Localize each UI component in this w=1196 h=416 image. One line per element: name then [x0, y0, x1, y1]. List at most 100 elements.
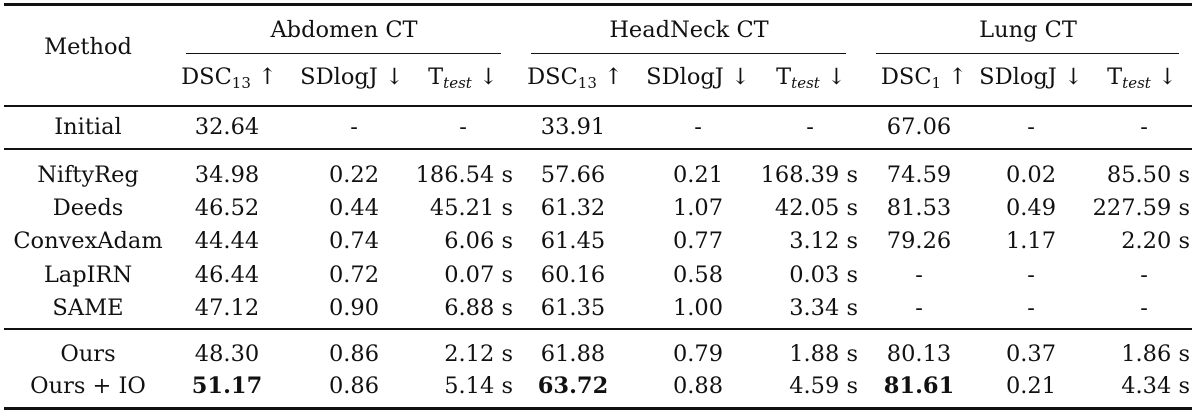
column-header: DSC1 ↑: [880, 64, 968, 92]
table-cell: -: [915, 262, 923, 288]
table-cell: 61.35: [540, 295, 606, 321]
table-cell: 46.44: [194, 262, 260, 288]
table-cell: -: [350, 114, 358, 140]
table-cell: 6.88 s: [444, 295, 513, 321]
table-cell: 74.59: [886, 162, 952, 188]
table-cell: 0.74: [328, 228, 380, 254]
header-rule: [4, 105, 1192, 107]
group-rule-headneck: [531, 53, 846, 55]
group-rule-abdomen: [186, 53, 501, 55]
baselines-rule: [4, 328, 1192, 330]
table-cell: -: [1140, 262, 1148, 288]
table-cell: 61.32: [540, 195, 606, 221]
table-cell: 61.88: [540, 341, 606, 367]
column-header: Ttest ↓: [428, 64, 498, 92]
bottom-rule: [4, 407, 1192, 410]
table-cell: -: [806, 114, 814, 140]
table-cell: 0.86: [328, 373, 380, 399]
column-header: Ttest ↓: [776, 64, 846, 92]
method-name: LapIRN: [43, 262, 133, 288]
table-cell: 0.88: [672, 373, 724, 399]
table-cell: 0.58: [672, 262, 724, 288]
table-cell: 1.17: [1005, 228, 1057, 254]
table-cell: 67.06: [886, 114, 952, 140]
table-cell: -: [1027, 114, 1035, 140]
method-name: Ours + IO: [30, 373, 146, 399]
table-cell: 227.59 s: [1092, 195, 1190, 221]
table-cell: 5.14 s: [444, 373, 513, 399]
table-cell: 1.00: [672, 295, 724, 321]
table-cell: 32.64: [194, 114, 260, 140]
method-name: SAME: [52, 295, 124, 321]
table-cell: 2.20 s: [1121, 228, 1190, 254]
table-cell: 6.06 s: [444, 228, 513, 254]
table-cell: 0.03 s: [789, 262, 858, 288]
column-header: Ttest ↓: [1107, 64, 1177, 92]
table-cell: 168.39 s: [760, 162, 858, 188]
table-cell: 0.90: [328, 295, 380, 321]
table-cell: 1.86 s: [1121, 341, 1190, 367]
table-cell: -: [694, 114, 702, 140]
table-cell: 186.54 s: [415, 162, 513, 188]
table-cell: 51.17: [191, 373, 263, 399]
table-cell: 60.16: [540, 262, 606, 288]
column-header: SDlogJ ↓: [646, 64, 750, 90]
table-cell: 33.91: [540, 114, 606, 140]
table-cell: 63.72: [537, 373, 609, 399]
method-name: ConvexAdam: [13, 228, 163, 254]
table-cell: 0.79: [672, 341, 724, 367]
table-cell: 85.50 s: [1106, 162, 1190, 188]
column-header: SDlogJ ↓: [979, 64, 1083, 90]
table-cell: 1.07: [672, 195, 724, 221]
table-cell: 3.34 s: [789, 295, 858, 321]
group-header-headneck: HeadNeck CT: [609, 17, 769, 43]
table-cell: 0.22: [328, 162, 380, 188]
column-header: SDlogJ ↓: [300, 64, 404, 90]
table-cell: 4.34 s: [1121, 373, 1190, 399]
table-cell: 61.45: [540, 228, 606, 254]
group-header-lung: Lung CT: [979, 17, 1077, 43]
group-rule-lung: [876, 53, 1179, 55]
table-cell: 0.21: [672, 162, 724, 188]
table-cell: 0.07 s: [444, 262, 513, 288]
table-cell: 46.52: [194, 195, 260, 221]
table-cell: 45.21 s: [429, 195, 513, 221]
table-cell: -: [915, 295, 923, 321]
table-cell: 0.21: [1005, 373, 1057, 399]
table-cell: -: [1027, 262, 1035, 288]
table-cell: 81.61: [883, 373, 955, 399]
table-cell: 0.77: [672, 228, 724, 254]
table-cell: 81.53: [886, 195, 952, 221]
table-cell: 0.49: [1005, 195, 1057, 221]
method-name: Ours: [60, 341, 116, 367]
table-cell: 0.37: [1005, 341, 1057, 367]
table-cell: 0.44: [328, 195, 380, 221]
method-name: NiftyReg: [37, 162, 139, 188]
table-cell: 0.86: [328, 341, 380, 367]
initial-rule: [4, 148, 1192, 150]
table-cell: 34.98: [194, 162, 260, 188]
column-header: DSC13 ↑: [527, 64, 623, 92]
column-header: DSC13 ↑: [181, 64, 277, 92]
table-cell: 4.59 s: [789, 373, 858, 399]
group-header-abdomen: Abdomen CT: [270, 17, 418, 43]
table-cell: 0.02: [1005, 162, 1057, 188]
method-header: Method: [44, 34, 132, 60]
table-cell: 57.66: [540, 162, 606, 188]
table-cell: 44.44: [194, 228, 260, 254]
table-cell: -: [459, 114, 467, 140]
table-cell: 79.26: [886, 228, 952, 254]
table-cell: 48.30: [194, 341, 260, 367]
table-cell: 42.05 s: [774, 195, 858, 221]
method-name: Initial: [54, 114, 122, 140]
table-cell: 2.12 s: [444, 341, 513, 367]
table-cell: -: [1140, 295, 1148, 321]
table-cell: 3.12 s: [789, 228, 858, 254]
table-cell: 47.12: [194, 295, 260, 321]
table-cell: -: [1140, 114, 1148, 140]
table-cell: 0.72: [328, 262, 380, 288]
method-name: Deeds: [52, 195, 124, 221]
top-rule: [4, 3, 1192, 6]
table-cell: 80.13: [886, 341, 952, 367]
table-cell: 1.88 s: [789, 341, 858, 367]
